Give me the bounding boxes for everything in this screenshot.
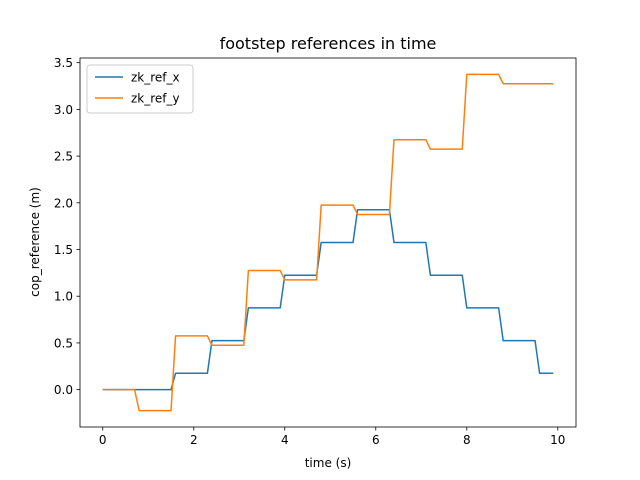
y-axis-label: cop_reference (m) bbox=[28, 187, 42, 297]
y-tick-label: 0.5 bbox=[54, 336, 73, 350]
x-tick-label: 2 bbox=[190, 433, 198, 447]
axes-frame bbox=[79, 57, 577, 428]
legend: zk_ref_x zk_ref_y bbox=[86, 64, 194, 114]
y-tick-label: 3.5 bbox=[54, 56, 73, 70]
y-tick-label: 2.0 bbox=[54, 196, 73, 210]
x-tick-label: 10 bbox=[550, 433, 565, 447]
x-tick-label: 0 bbox=[99, 433, 107, 447]
y-tick-label: 1.5 bbox=[54, 243, 73, 257]
y-tick-label: 3.0 bbox=[54, 103, 73, 117]
x-axis-label: time (s) bbox=[305, 456, 352, 470]
x-tick-label: 6 bbox=[372, 433, 380, 447]
chart-title: footstep references in time bbox=[220, 34, 437, 53]
legend-label-zk_ref_y: zk_ref_y bbox=[131, 92, 180, 106]
y-tick-label: 1.0 bbox=[54, 290, 73, 304]
x-tick-label: 8 bbox=[463, 433, 471, 447]
series-line-zk_ref_y bbox=[102, 73, 554, 412]
legend-label-zk_ref_x: zk_ref_x bbox=[131, 71, 180, 85]
plot-area: 0 2 4 6 8 10 0.0 0.5 1.0 1.5 2.0 2.5 3.0 3.5 bbox=[54, 56, 577, 447]
y-tick-label: 2.5 bbox=[54, 150, 73, 164]
y-tick-label: 0.0 bbox=[54, 383, 73, 397]
series-line-zk_ref_x bbox=[102, 209, 554, 391]
x-tick-label: 4 bbox=[281, 433, 289, 447]
